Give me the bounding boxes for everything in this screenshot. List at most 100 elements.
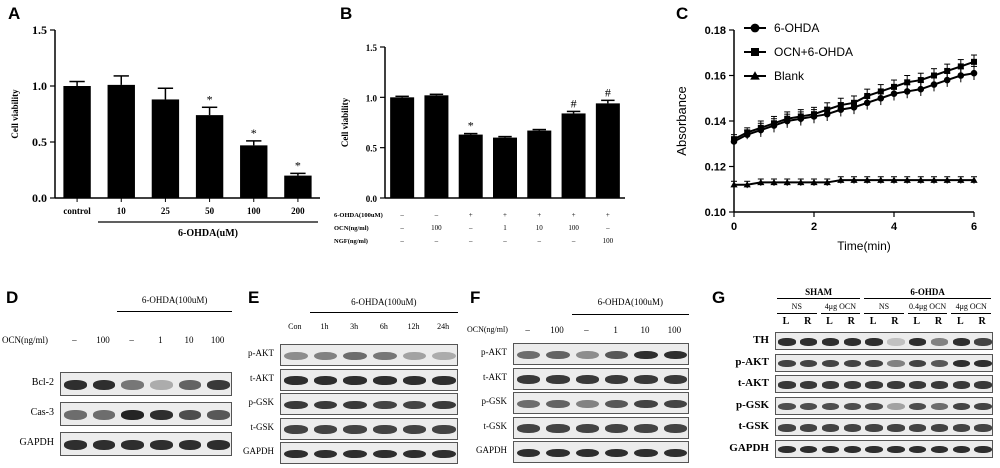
- blot-band: [207, 440, 231, 450]
- blot-band: [843, 402, 862, 411]
- panel-label-c: C: [676, 4, 689, 23]
- blot-strip: [280, 393, 458, 415]
- blot-strip: [280, 368, 458, 391]
- blot-lane-label: –: [525, 325, 530, 335]
- blot-row-label: GAPDH: [242, 446, 274, 456]
- blot-lane-label: 100: [667, 325, 682, 335]
- blot-band: [634, 375, 658, 384]
- marker-square: [757, 124, 764, 131]
- y-tick-label: 1.5: [366, 43, 378, 53]
- blot-f: p-AKT t-AKT p-GSK t-GSK GAPDH – 100 – 1 10 100 6-OH…: [465, 285, 705, 465]
- blot-band: [663, 424, 688, 433]
- blot-band: [604, 424, 629, 433]
- blot-band: [546, 424, 570, 433]
- condition-value: +: [606, 211, 610, 219]
- condition-value: +: [572, 211, 576, 219]
- condition-value: –: [502, 237, 507, 245]
- blot-band: [952, 338, 971, 346]
- marker-triangle: [930, 176, 938, 183]
- blot-strip: [513, 367, 689, 390]
- blot-band: [313, 351, 338, 361]
- marker-square: [957, 63, 964, 70]
- marker-circle: [930, 81, 938, 88]
- blot-lane-label: 100: [96, 335, 110, 345]
- condition-value: –: [468, 224, 473, 232]
- blot-band: [343, 351, 368, 361]
- blot-band: [908, 402, 927, 411]
- blot-row-label: t-AKT: [737, 377, 769, 389]
- subgroup-underline: [820, 313, 861, 314]
- blot-band: [372, 425, 397, 434]
- blot-band: [799, 424, 818, 432]
- blot-band: [974, 338, 992, 346]
- marker-triangle: [877, 176, 885, 183]
- blot-band: [865, 445, 883, 454]
- marker-square: [944, 67, 951, 74]
- blot-band: [843, 381, 862, 389]
- marker-square: [771, 120, 777, 127]
- blot-lane-label: –: [129, 335, 134, 345]
- blot-band: [952, 424, 971, 432]
- marker-square: [731, 136, 737, 143]
- blot-band: [952, 359, 971, 368]
- bar: [561, 113, 586, 198]
- condition-value: +: [537, 211, 541, 219]
- marker-square: [744, 129, 751, 136]
- blot-band: [952, 402, 971, 411]
- marker-triangle: [903, 176, 911, 183]
- blot-band: [313, 400, 338, 410]
- chart-b-cell-viability: 0.0 0.5 1.0 1.5 * # # Cell viability 6-OHDA(100u…: [334, 43, 625, 245]
- blot-band: [930, 402, 949, 411]
- blot-lane-label: 100: [210, 335, 225, 345]
- marker-square: [751, 48, 759, 56]
- blot-d: Bcl-2 Cas-3 GAPDH – 100 – 1 10 100 6-OHDA(100uM) O…: [0, 285, 240, 465]
- blot-band: [432, 400, 457, 410]
- subgroup-underline: [777, 313, 817, 314]
- blot-band: [604, 448, 629, 458]
- blot-lane-label: L: [956, 316, 964, 327]
- group-header: 6-OHDA: [910, 287, 945, 297]
- blot-band: [402, 376, 427, 385]
- marker-triangle: [863, 176, 871, 183]
- blot-band: [843, 445, 862, 454]
- condition-value: –: [434, 237, 439, 245]
- blot-band: [821, 445, 840, 454]
- significance-mark: #: [605, 85, 611, 99]
- blot-row-label: p-AKT: [248, 348, 274, 358]
- x-tick-label: control: [63, 206, 91, 216]
- marker-triangle: [743, 181, 751, 188]
- marker-square: [971, 58, 977, 65]
- blot-lane-label: L: [913, 316, 921, 327]
- subgroup-header: 4μg OCN: [955, 302, 987, 311]
- bar: [390, 97, 415, 198]
- y-tick-label: 0.5: [32, 135, 47, 149]
- blot-band: [546, 350, 570, 360]
- x-tick-label: 10: [117, 206, 127, 216]
- x-tick-label: 200: [291, 206, 305, 216]
- blot-band: [516, 375, 541, 384]
- blot-band: [516, 448, 541, 458]
- x-axis-label: Time(min): [837, 239, 891, 253]
- treatment-header: 6-OHDA(100uM): [351, 297, 417, 307]
- marker-circle: [917, 85, 925, 93]
- marker-square: [864, 92, 871, 99]
- x-tick-label: 2: [811, 221, 817, 233]
- blot-band: [663, 375, 688, 384]
- y-axis-label: Absorbance: [674, 86, 689, 155]
- marker-triangle: [770, 178, 778, 186]
- significance-mark: #: [571, 96, 577, 110]
- bar: [63, 86, 91, 198]
- blot-band: [778, 424, 796, 432]
- blot-strip: [280, 417, 458, 440]
- blot-strip: [775, 353, 993, 372]
- blot-row-label: p-GSK: [481, 396, 507, 406]
- x-tick-label: 25: [161, 206, 171, 216]
- marker-square: [877, 88, 884, 95]
- blot-band: [974, 359, 992, 368]
- blot-band: [930, 445, 949, 454]
- condition-value: –: [571, 237, 576, 245]
- significance-mark: *: [468, 119, 474, 133]
- blot-band: [778, 359, 796, 368]
- bar: [595, 103, 620, 198]
- bar: [527, 130, 552, 198]
